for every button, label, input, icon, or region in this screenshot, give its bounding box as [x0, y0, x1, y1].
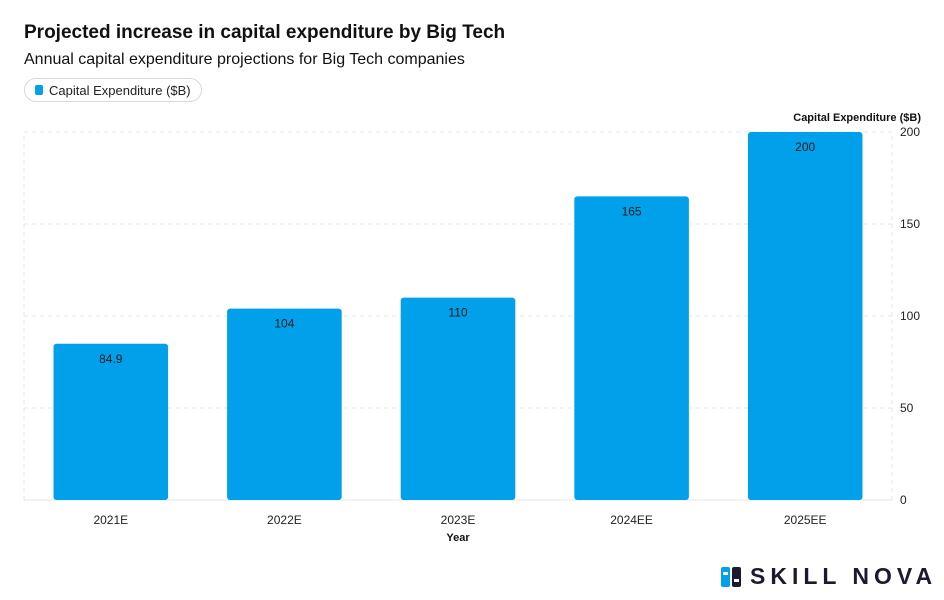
x-tick-label: 2022E: [267, 513, 302, 527]
bar: [227, 308, 342, 500]
data-label: 110: [448, 306, 467, 320]
legend-item-capex[interactable]: Capital Expenditure ($B): [24, 78, 202, 102]
skill-nova-logo-icon: [721, 566, 741, 587]
legend-swatch: [35, 85, 43, 95]
x-tick-label: 2025EE: [784, 513, 827, 527]
y-axis-title: Capital Expenditure ($B): [793, 112, 921, 124]
chart-subtitle: Annual capital expenditure projections f…: [24, 51, 465, 68]
x-tick-label: 2021E: [93, 513, 128, 527]
brand-logo: SKILL NOVA: [720, 563, 937, 590]
x-tick-label: 2023E: [441, 513, 476, 527]
data-label: 84.9: [99, 352, 123, 366]
x-axis-title: Year: [446, 532, 470, 544]
bar: [747, 132, 863, 500]
y-tick-label: 200: [900, 125, 920, 139]
y-tick-label: 150: [900, 217, 920, 231]
data-label: 104: [274, 317, 294, 331]
y-tick-label: 50: [900, 401, 914, 415]
data-label: 165: [622, 204, 642, 218]
bar: [400, 297, 516, 500]
chart-title: Projected increase in capital expenditur…: [24, 22, 506, 43]
bar: [53, 343, 169, 500]
logo-text: SKILL NOVA: [750, 563, 938, 589]
x-tick-label: 2024EE: [610, 513, 653, 527]
data-label: 200: [795, 140, 815, 154]
bar: [574, 196, 689, 500]
legend-label: Capital Expenditure ($B): [49, 82, 191, 98]
y-tick-label: 100: [900, 309, 920, 323]
y-tick-label: 0: [900, 493, 907, 507]
